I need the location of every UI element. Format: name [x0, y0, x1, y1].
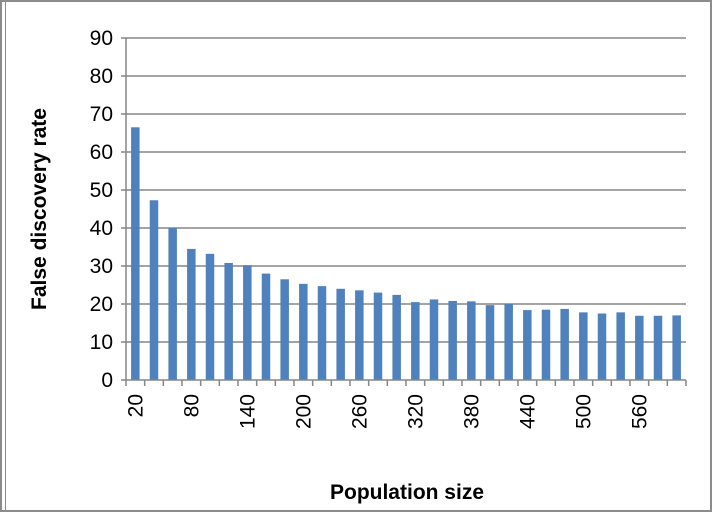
y-tick-label-60: 60 — [90, 141, 113, 164]
y-tick-label-40: 40 — [90, 217, 113, 240]
x-tick-label-320: 320 — [404, 394, 427, 429]
x-tick-label-500: 500 — [572, 394, 595, 429]
bar-260 — [355, 290, 364, 380]
y-tick-label-30: 30 — [90, 255, 113, 278]
bar-600 — [672, 315, 681, 380]
bar-500 — [579, 312, 588, 380]
x-tick-label-440: 440 — [516, 394, 539, 429]
y-tick-label-0: 0 — [101, 369, 113, 392]
bar-580 — [653, 315, 663, 380]
bar-340 — [429, 299, 439, 380]
bar-540 — [616, 312, 625, 380]
x-tick-label-140: 140 — [236, 394, 259, 429]
x-tick-label-200: 200 — [292, 394, 315, 429]
y-axis-title: False discovery rate — [28, 108, 51, 310]
bar-320 — [411, 302, 420, 380]
x-tick-label-260: 260 — [348, 394, 371, 429]
y-tick-label-70: 70 — [90, 103, 113, 126]
bars — [131, 127, 681, 380]
y-tick-label-80: 80 — [90, 65, 113, 88]
bar-160 — [261, 273, 271, 380]
x-tick-label-20: 20 — [124, 394, 147, 417]
bar-440 — [523, 310, 532, 380]
y-tick-label-10: 10 — [90, 331, 113, 354]
bar-100 — [205, 253, 215, 380]
bar-60 — [168, 228, 177, 380]
bar-560 — [635, 315, 644, 380]
y-tick-label-20: 20 — [90, 293, 113, 316]
x-tick-label-80: 80 — [180, 394, 203, 417]
bar-200 — [299, 283, 308, 380]
axes — [125, 38, 687, 386]
bar-140 — [243, 265, 252, 380]
bar-420 — [504, 304, 513, 380]
bar-280 — [373, 292, 383, 380]
bar-460 — [541, 309, 551, 380]
y-tick-label-90: 90 — [90, 27, 113, 50]
gridlines — [121, 37, 686, 381]
x-tick-labels: 20 80 140 200 260 320 380 440 500 560 — [124, 394, 651, 429]
x-axis-title: Population size — [330, 481, 484, 504]
frame-inner-edge — [5, 0, 6, 512]
x-tick-label-380: 380 — [460, 394, 483, 429]
bar-480 — [560, 308, 569, 380]
bar-520 — [597, 313, 607, 380]
bar-220 — [317, 286, 327, 380]
bar-400 — [485, 305, 495, 380]
y-tick-labels: 0 10 20 30 40 50 60 70 80 90 — [90, 27, 113, 392]
x-tick-label-560: 560 — [628, 394, 651, 429]
bar-180 — [280, 279, 289, 380]
bar-300 — [392, 294, 401, 380]
bar-20 — [131, 127, 140, 380]
y-tick-label-50: 50 — [90, 179, 113, 202]
bar-380 — [467, 301, 476, 380]
bar-360 — [448, 300, 457, 380]
bar-240 — [336, 288, 345, 380]
bar-80 — [187, 248, 196, 380]
bar-120 — [224, 262, 233, 380]
bar-40 — [149, 200, 159, 380]
